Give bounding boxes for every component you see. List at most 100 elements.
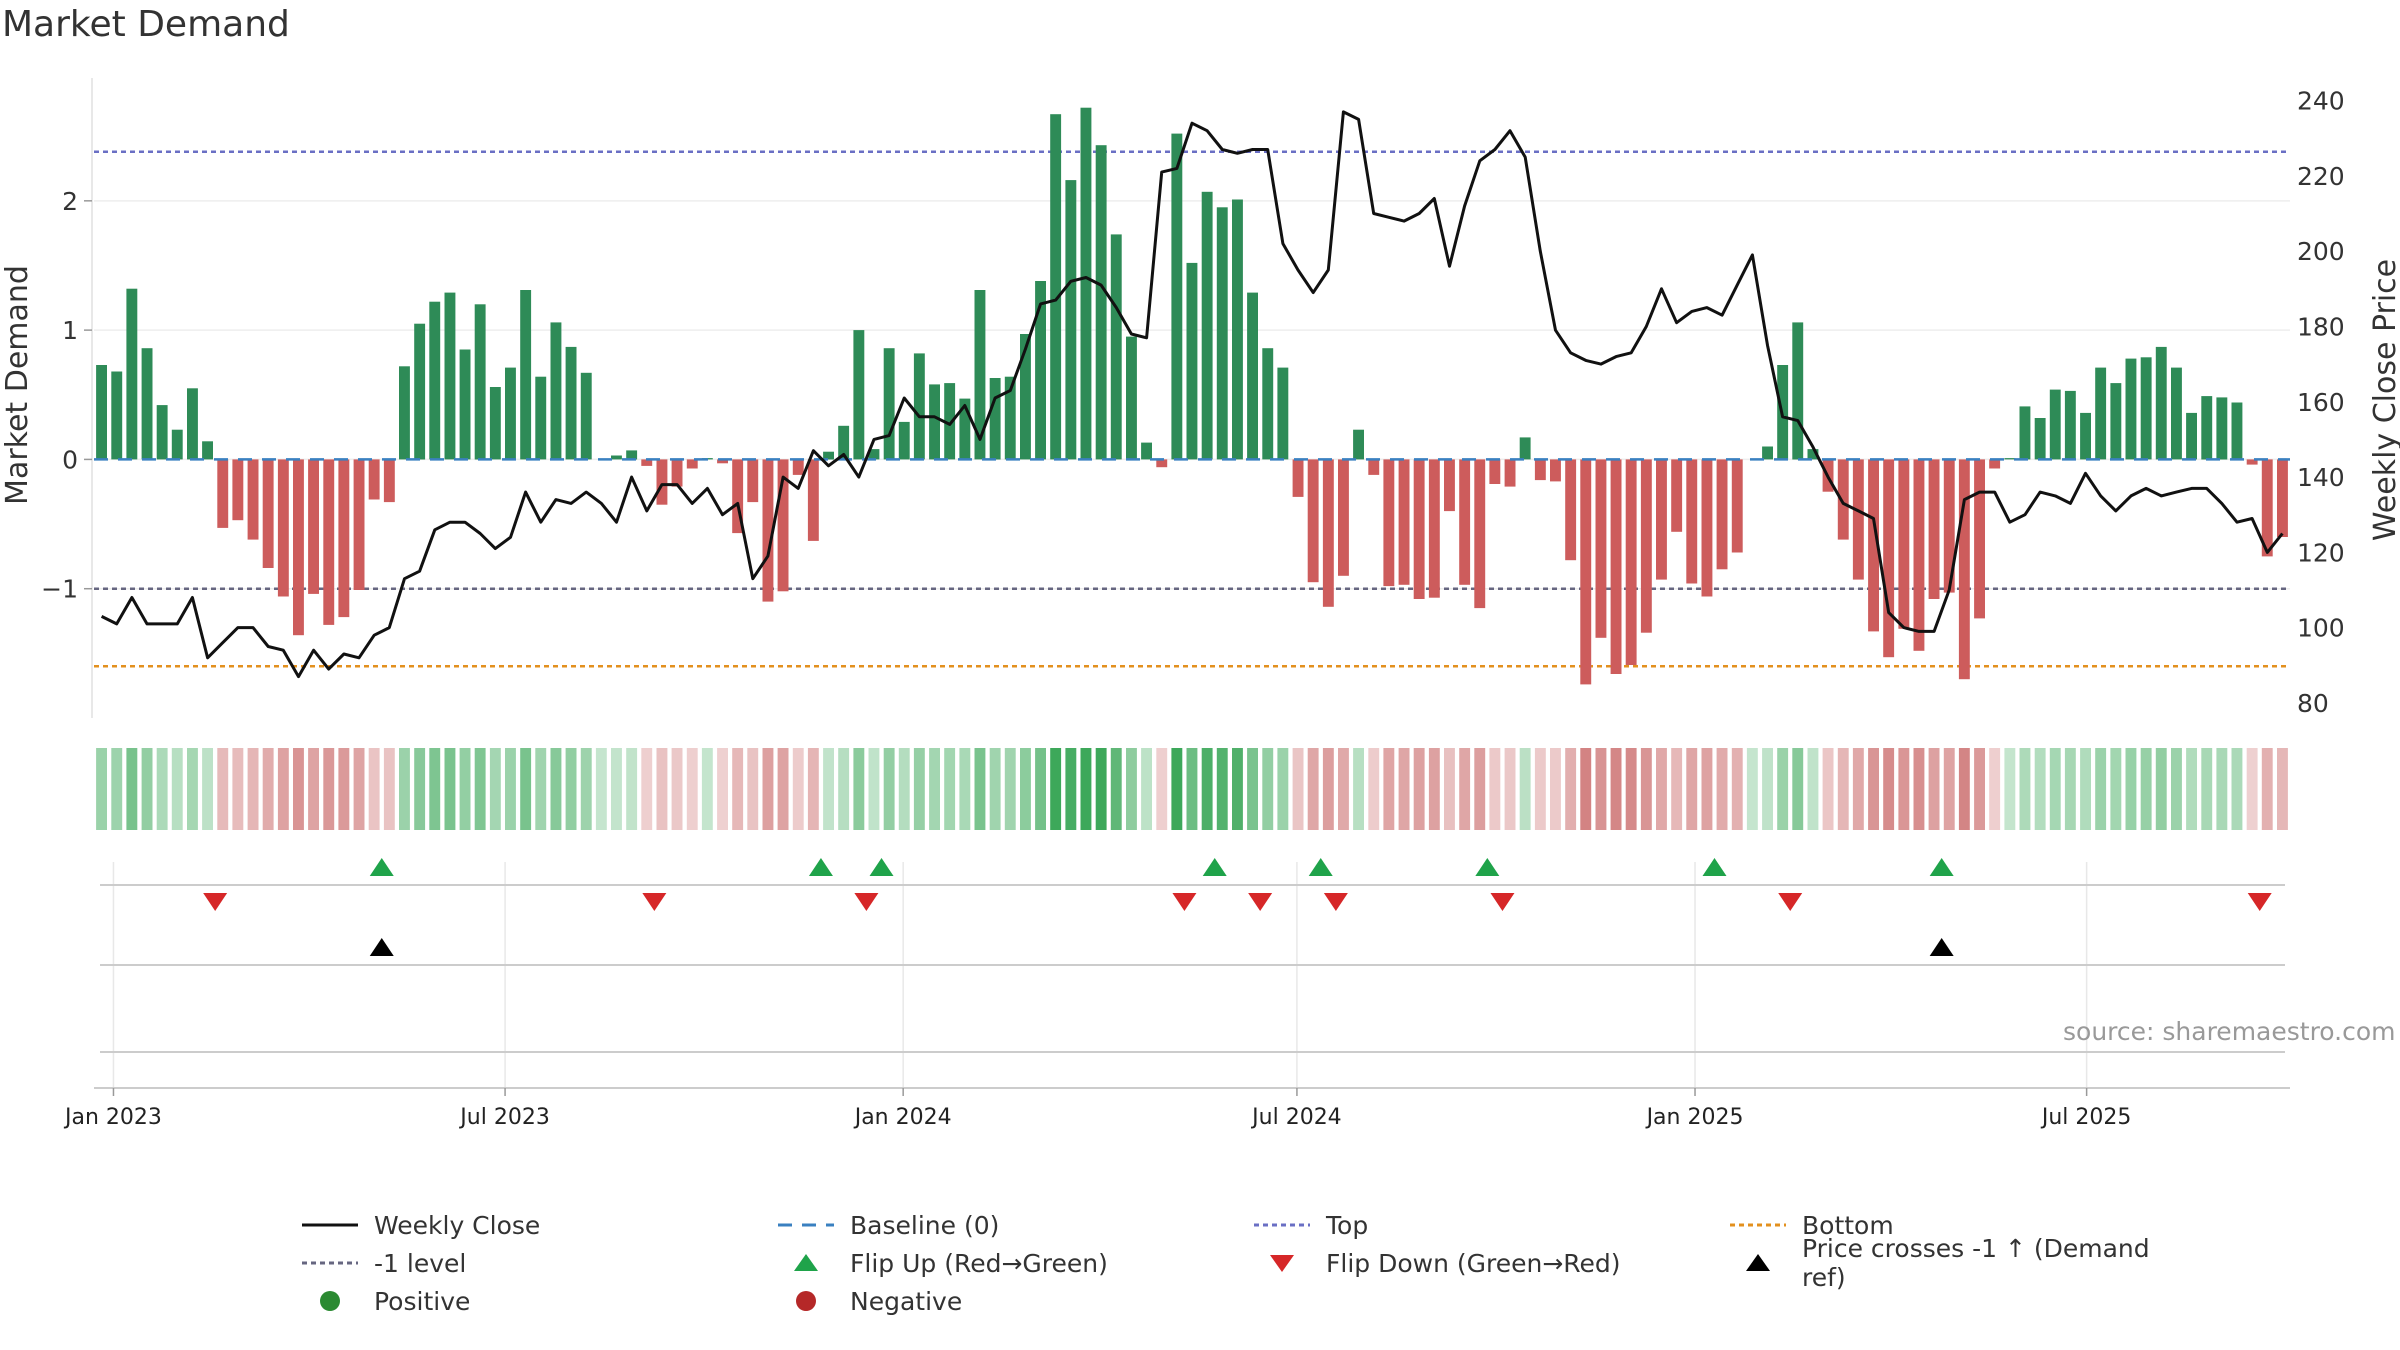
demand-bar-positive [1247,292,1258,460]
x-tick-label: Jul 2024 [1250,1105,1342,1130]
heat-cell [383,748,395,830]
heat-cell [1413,748,1425,830]
demand-bar-negative [1398,459,1410,585]
demand-bar-negative [1671,459,1683,532]
demand-bar-negative [1989,459,2001,469]
demand-bar-positive [535,376,547,460]
legend-label: Weekly Close [374,1210,541,1240]
demand-bar-positive [459,349,471,460]
demand-bar-positive [1171,133,1183,460]
top-swatch [1254,1223,1310,1227]
demand-bar-negative [1943,459,1955,593]
flip-down-marker [642,893,667,911]
flip-down-marker [854,893,879,911]
demand-bar-negative [762,459,774,602]
demand-bar-positive [1186,262,1198,460]
heat-cell [1958,748,1970,830]
demand-bar-negative [1958,459,1970,680]
price-cross-swatch [1746,1254,1770,1271]
demand-bar-positive [96,365,107,460]
heat-cell [1640,748,1652,830]
legend-item-flip-up: Flip Up (Red→Green) [776,1244,1108,1282]
heat-cell [762,748,774,830]
demand-bar-positive [959,398,971,460]
demand-bar-negative [1731,459,1743,553]
demand-bar-positive [2110,383,2122,460]
heat-cell [944,748,956,830]
source-note: source: sharemaestro.com [2063,1017,2396,1046]
heat-cell [202,748,213,830]
demand-bar-positive [2064,390,2076,460]
heat-cell [2110,748,2122,830]
heat-cell [2277,748,2288,830]
demand-bar-negative [1292,459,1304,497]
demand-bar-negative [1656,459,1667,580]
event-markers-layer [203,858,2272,956]
flip-down-marker [1778,893,1803,911]
heat-cell [1262,748,1274,830]
y-right-tick-label: 220 [2297,162,2345,191]
positive-swatch [320,1291,340,1311]
heat-cell [883,748,895,830]
heat-cell [1186,748,1198,830]
heat-cell [2034,748,2046,830]
demand-bar-negative [1595,459,1607,638]
legend-label: Baseline (0) [850,1210,1000,1240]
heat-cell [565,748,577,830]
demand-bar-positive [550,322,562,460]
demand-bar-positive [1050,114,1062,460]
chart-canvas: 2 1 0 −1 240 220 200 180 160 140 120 100 80 Jan 2023 J… [0,78,2400,1130]
heat-cell [1686,748,1698,830]
demand-bar-negative [1534,459,1546,481]
heat-cell [2049,748,2061,830]
heat-cell [1065,748,1077,830]
heat-cell [535,748,547,830]
heat-cell [1731,748,1743,830]
demand-bar-positive [1065,180,1077,460]
demand-bar-positive [2125,358,2137,460]
heat-cell [2019,748,2031,830]
weekly-close-swatch [302,1223,358,1227]
bottom-swatch [1730,1223,1786,1227]
legend-label: Negative [850,1286,963,1316]
heat-cell [111,748,123,830]
heat-cell [429,748,441,830]
heat-cell [1383,748,1395,830]
heat-cell [853,748,865,830]
heat-cell [2246,748,2258,830]
demand-bar-positive [414,323,426,460]
legend-label: -1 level [374,1248,467,1278]
demand-bar-negative [1459,459,1471,585]
demand-bar-positive [913,353,925,460]
demand-bar-positive [1216,207,1228,460]
flip-up-marker [1929,858,1954,876]
heat-cell [1580,748,1592,830]
heat-cell [717,748,728,830]
demand-bar-positive [1004,376,1016,460]
heat-cell [187,748,198,830]
flip-up-marker [1475,858,1500,876]
heat-cell [1610,748,1622,830]
y-left-tick-label: 2 [62,187,78,216]
heat-cell [2004,748,2016,830]
x-tick-label: Jul 2025 [2040,1105,2132,1130]
negative-swatch [796,1291,816,1311]
heat-cell [1883,748,1895,830]
demand-bar-positive [444,292,456,460]
legend-item-positive: Positive [300,1282,470,1320]
flip-down-marker [1248,893,1273,911]
demand-bar-positive [2171,367,2182,460]
heat-cell [1201,748,1213,830]
axis-labels-layer: Market Demand Weekly Close Price [0,259,2400,541]
y-right-tick-label: 120 [2297,538,2345,567]
y-right-tick-label: 200 [2297,237,2345,266]
heat-cell [444,748,456,830]
demand-bar-negative [1716,459,1728,570]
legend-item-weekly-close: Weekly Close [300,1206,540,1244]
demand-bar-positive [974,290,986,460]
demand-bar-negative [1868,459,1879,632]
heat-cell [2186,748,2197,830]
minus-one-swatch [302,1261,358,1265]
demand-bar-positive [2201,396,2213,460]
heat-cell [1504,748,1516,830]
